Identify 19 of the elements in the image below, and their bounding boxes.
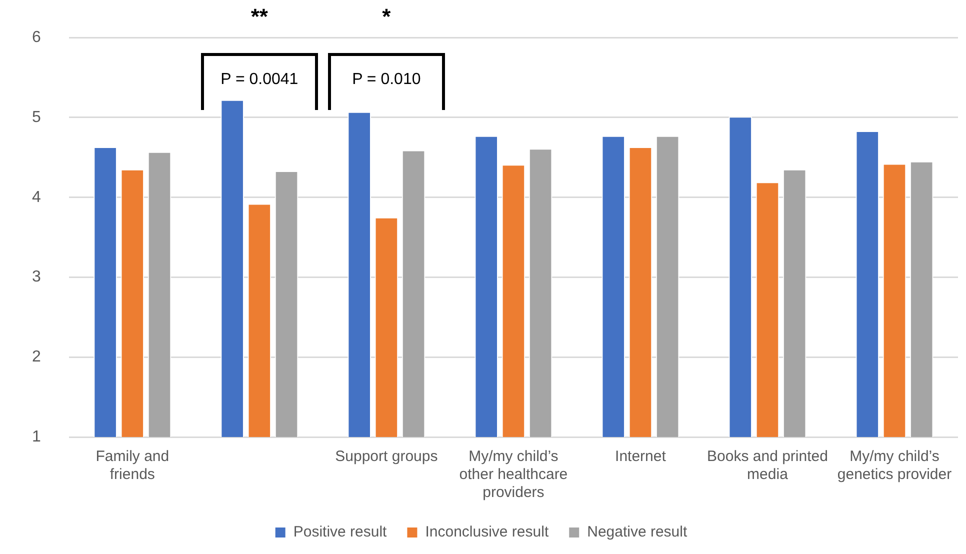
y-tick-label: 6 [32, 29, 41, 46]
x-tick-label: Support groups [335, 448, 438, 466]
x-tick-label: My/my child’s genetics provider [837, 448, 952, 484]
x-tick-label: Internet [615, 448, 667, 466]
legend-label: Negative result [587, 524, 688, 541]
text: ** [250, 4, 269, 29]
annotation: P = 0.0041 [220, 70, 300, 90]
legend-label: Inconclusive result [425, 524, 550, 541]
y-tick-label: 2 [32, 348, 41, 366]
text: * [381, 4, 392, 29]
y-tick-label: 3 [32, 268, 41, 286]
legend-label: Positive result [293, 524, 388, 541]
x-tick-label: Books and printed media [707, 448, 828, 484]
y-tick-label: 1 [32, 428, 41, 446]
x-tick-label: Family and friends [96, 448, 170, 484]
x-tick-label: My/my child’s other healthcare providers [459, 448, 568, 502]
annotation: P = 0.010 [351, 70, 422, 90]
y-tick-label: 4 [32, 188, 41, 206]
y-tick-label: 5 [32, 108, 41, 126]
